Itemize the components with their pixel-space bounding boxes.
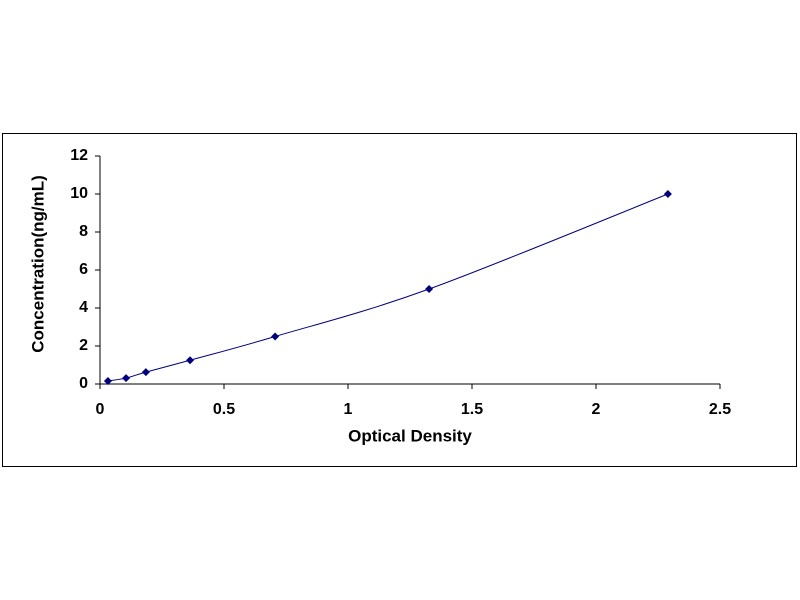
point <box>663 190 672 198</box>
y-tick-label: 2 <box>79 337 88 354</box>
chart-frame <box>2 133 797 467</box>
point <box>271 332 280 341</box>
point <box>141 368 150 377</box>
x-axis-title: Optical Density <box>348 426 472 445</box>
fit-line <box>107 193 669 382</box>
y-tick-label: 12 <box>70 147 88 164</box>
y-tick-label: 0 <box>79 375 88 392</box>
x-tick-label: 0 <box>96 401 105 418</box>
y-tick-label: 10 <box>70 185 88 202</box>
point <box>425 285 434 293</box>
x-tick-label: 2 <box>592 401 601 418</box>
point <box>186 356 195 365</box>
point <box>122 374 131 383</box>
x-tick-label: 0.5 <box>213 401 235 418</box>
y-tick-label: 8 <box>79 223 88 240</box>
x-tick-label: 2.5 <box>709 401 731 418</box>
y-tick-label: 4 <box>79 299 88 316</box>
y-axis-title: Concentration(ng/mL) <box>28 175 47 353</box>
x-tick-label: 1 <box>344 401 353 418</box>
y-tick-label: 6 <box>79 261 88 278</box>
x-tick-label: 1.5 <box>461 401 483 418</box>
point <box>103 377 112 386</box>
